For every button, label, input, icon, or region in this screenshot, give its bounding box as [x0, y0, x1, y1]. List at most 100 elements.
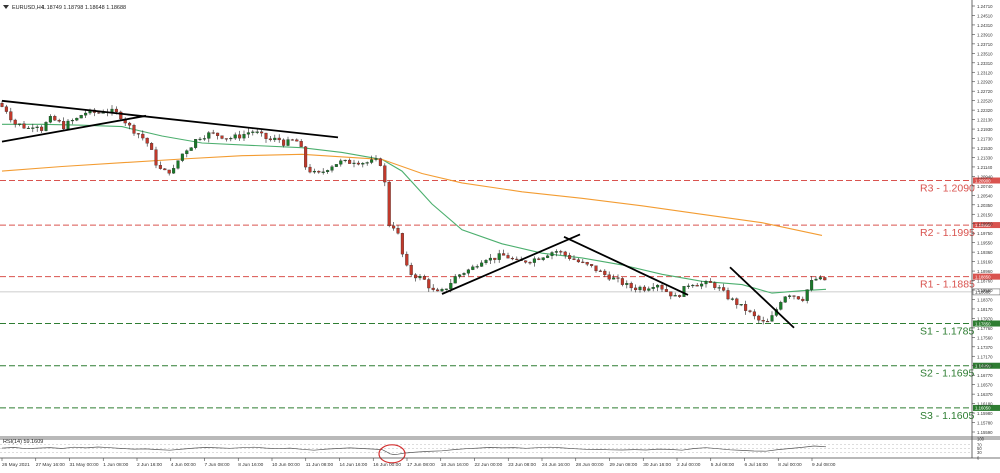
candle-bearish [642, 286, 646, 291]
candle-bearish [594, 265, 598, 272]
candle-bullish [532, 258, 536, 263]
candle-bearish [114, 108, 118, 113]
level-tag-text-r1: 1.18850 [975, 274, 991, 279]
time-tick-label: 24 Jun 16:00 [542, 462, 570, 468]
level-tag-s2 [973, 362, 1000, 369]
price-tick-label: 1.20150 [977, 212, 993, 217]
candle-bearish [713, 282, 717, 288]
time-tick-label: 1 Jun 08:00 [103, 462, 128, 468]
candle-bullish [35, 126, 39, 128]
candle-bullish [198, 138, 202, 140]
candles [0, 100, 827, 325]
candle-bearish [572, 258, 576, 260]
price-tick-label: 1.23310 [977, 61, 993, 66]
level-label-s2: S2 - 1.1695 [920, 368, 974, 380]
level-tag-text-s1: 1.17850 [975, 321, 991, 326]
candle-bearish [744, 304, 748, 311]
candle-bearish [348, 159, 352, 164]
level-label-r1: R1 - 1.1885 [920, 279, 975, 291]
candle-bearish [167, 169, 171, 174]
candle-bearish [299, 141, 303, 147]
price-tick-label: 1.23510 [977, 51, 993, 56]
candle-bullish [48, 116, 52, 123]
candle-bearish [216, 132, 220, 136]
candle-bullish [84, 112, 88, 116]
candle-bearish [616, 277, 620, 279]
price-tick-label: 1.21530 [977, 146, 993, 151]
price-tick-label: 1.16370 [977, 392, 993, 397]
candle-bullish [625, 283, 629, 285]
price-tick-label: 1.19550 [977, 241, 993, 246]
candle-bearish [383, 165, 387, 183]
time-tick-label: 4 Jun 00:00 [171, 462, 196, 468]
candle-bullish [233, 134, 237, 139]
candle-bullish [75, 117, 79, 121]
price-tick-label: 1.15590 [977, 430, 993, 435]
time-tick-label: 23 Jun 08:00 [508, 462, 536, 468]
price-tick-label: 1.22320 [977, 108, 993, 113]
rsi-oversold-highlight [378, 444, 406, 464]
price-tick-label: 1.19160 [977, 260, 993, 265]
dropdown-arrow-icon[interactable] [3, 5, 9, 9]
candle-bearish [260, 131, 264, 134]
level-tag-text-r2: 1.19950 [975, 223, 991, 228]
candle-bearish [669, 291, 673, 297]
candle-bearish [57, 120, 61, 122]
candle-bearish [400, 233, 404, 255]
candle-bullish [180, 153, 184, 161]
candle-bullish [475, 266, 479, 268]
rsi-tick-label: 70 [977, 442, 982, 447]
candle-bullish [770, 315, 774, 322]
candle-bullish [330, 166, 334, 171]
time-tick-label: 2 Jul 00:00 [677, 462, 701, 468]
candle-bullish [700, 283, 704, 287]
price-tick-label: 1.15980 [977, 411, 993, 416]
ohlc-readout: 1.18749 1.18798 1.18648 1.18688 [42, 5, 126, 11]
price-tick-label: 1.23120 [977, 70, 993, 75]
candle-bullish [440, 288, 444, 292]
candle-bearish [568, 255, 572, 259]
time-tick-label: 31 May 00:00 [70, 462, 99, 468]
candle-bullish [70, 120, 74, 122]
moving-average-ma-slow [1, 153, 823, 236]
candle-bearish [801, 298, 805, 301]
candle-bearish [598, 270, 602, 272]
candle-bullish [326, 170, 330, 173]
price-tick-label: 1.24710 [977, 4, 993, 9]
level-tag-s1 [973, 320, 1000, 327]
candle-bullish [488, 257, 492, 261]
candle-bearish [13, 119, 17, 125]
candle-bullish [229, 138, 233, 140]
price-tick-label: 1.23710 [977, 42, 993, 47]
candle-bullish [66, 120, 70, 130]
candle-bullish [352, 162, 356, 164]
symbol-label: EURUSD,H4 [12, 5, 44, 11]
candle-bullish [814, 278, 818, 281]
candle-bearish [145, 137, 149, 144]
candle-bearish [493, 257, 497, 260]
candle-bullish [453, 276, 457, 284]
candle-bullish [242, 134, 246, 139]
price-tick-label: 1.22720 [977, 89, 993, 94]
price-tick-label: 1.15780 [977, 421, 993, 426]
candle-bearish [761, 320, 765, 322]
candle-bullish [79, 115, 83, 119]
candle-bearish [238, 134, 242, 139]
candle-bullish [651, 287, 655, 289]
price-tick-label: 1.24510 [977, 13, 993, 18]
candle-bullish [343, 159, 347, 162]
candle-bullish [365, 162, 369, 164]
candle-bearish [708, 280, 712, 283]
candle-bullish [612, 277, 616, 280]
candle-bearish [163, 168, 167, 171]
time-tick-label: 17 Jun 08:00 [407, 462, 435, 468]
candle-bullish [730, 298, 734, 300]
rsi-label: RSI(14) 59.1609 [3, 439, 43, 445]
candle-bullish [370, 159, 374, 163]
time-tick-label: 8 Jun 16:00 [238, 462, 263, 468]
candle-bearish [158, 165, 162, 169]
candle-bearish [585, 262, 589, 265]
candle-bearish [150, 143, 154, 150]
candle-bearish [515, 258, 519, 260]
candle-bearish [405, 253, 409, 266]
